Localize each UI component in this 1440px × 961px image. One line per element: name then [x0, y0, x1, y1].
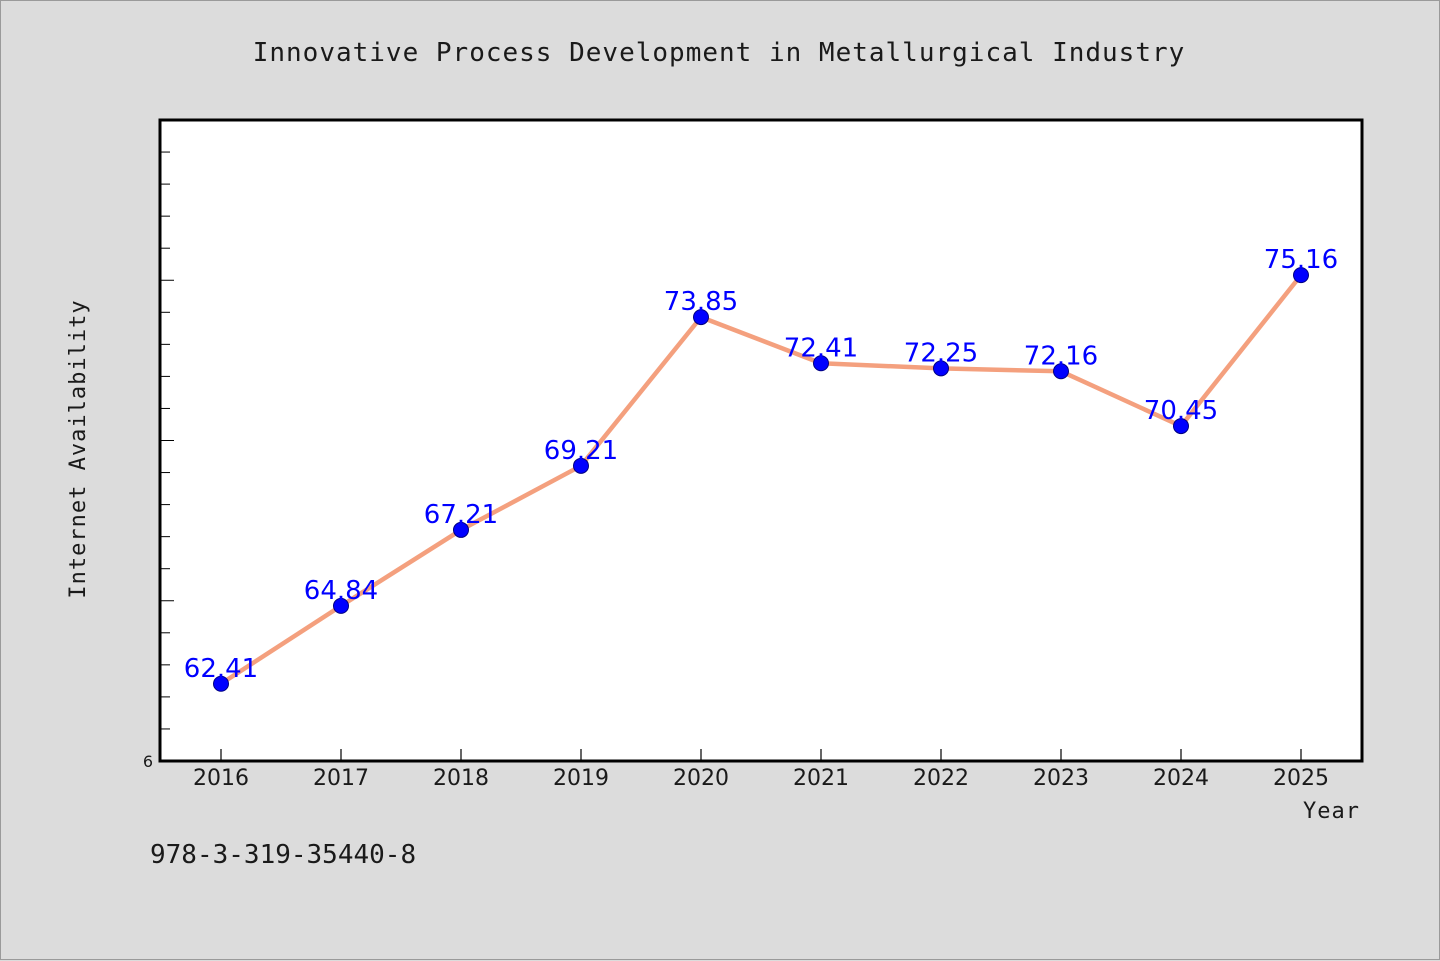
data-label: 62.41	[184, 654, 258, 684]
x-axis-ticks: 2016 2017 2018 2019 2020 2021 2022 2023 2024 2025	[193, 749, 1329, 791]
data-label: 69.21	[544, 436, 618, 466]
series-line	[218, 272, 1304, 687]
y-tick-label: 6	[143, 752, 153, 771]
x-tick-label: 2023	[1033, 766, 1089, 791]
y-axis-label: Internet Availability	[66, 299, 91, 598]
data-point-marker	[933, 360, 949, 377]
x-tick-label: 2019	[553, 766, 609, 791]
data-label: 72.41	[784, 333, 858, 363]
plot-area	[158, 118, 1364, 763]
x-axis-label: Year	[1303, 799, 1360, 824]
data-point-marker	[693, 309, 709, 326]
x-tick-label: 2016	[193, 766, 249, 791]
x-tick-label: 2020	[673, 766, 729, 791]
y-axis-ticks	[160, 151, 174, 730]
data-point-marker	[453, 521, 469, 538]
data-point-marker	[333, 597, 349, 614]
data-label: 64.84	[304, 576, 378, 606]
data-label: 75.16	[1264, 245, 1338, 275]
data-label: 67.21	[424, 500, 498, 530]
data-label: 70.45	[1144, 396, 1218, 426]
data-point-marker	[1293, 267, 1309, 284]
x-tick-label: 2017	[313, 766, 369, 791]
x-tick-label: 2022	[913, 766, 969, 791]
data-label: 72.25	[904, 338, 978, 368]
series-group: 62.41 64.84 67.21 69.21 73.85 72.41 72.25 72.16…	[184, 245, 1338, 692]
data-point-marker	[1053, 363, 1069, 380]
isbn-text: 978-3-319-35440-8	[150, 840, 416, 870]
x-tick-label: 2025	[1273, 766, 1329, 791]
chart-title: Innovative Process Development in Metall…	[253, 38, 1186, 68]
data-point-marker	[1173, 418, 1189, 435]
x-tick-label: 2024	[1153, 766, 1209, 791]
data-label: 72.16	[1024, 341, 1098, 371]
x-tick-label: 2018	[433, 766, 489, 791]
x-tick-label: 2021	[793, 766, 849, 791]
data-point-marker	[573, 457, 589, 474]
data-label: 73.85	[664, 287, 738, 317]
data-point-marker	[813, 355, 829, 372]
data-point-marker	[213, 675, 229, 692]
